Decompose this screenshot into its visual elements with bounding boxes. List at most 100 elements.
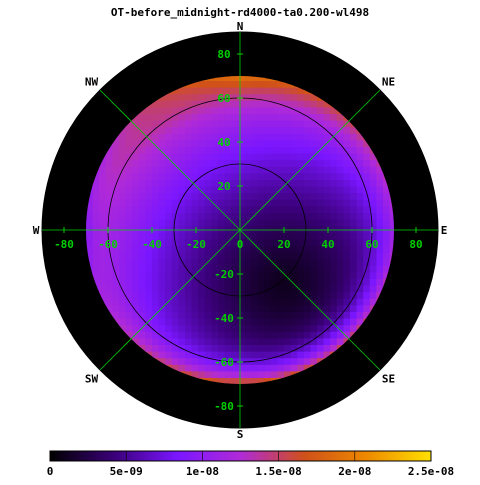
sky-cell [244,100,252,108]
sky-cell [92,225,100,233]
sky-cell [231,318,239,326]
sky-cell [251,100,259,108]
sky-cell [185,172,193,180]
y-tick-label: 40 [217,136,230,149]
sky-cell [211,364,219,372]
sky-cell [389,225,394,233]
sky-cell [310,285,318,293]
sky-cell [317,245,325,253]
sky-cell [158,271,166,279]
sky-cell [211,357,219,365]
sky-cell [323,232,331,240]
sky-cell [119,278,127,286]
sky-cell [251,337,259,345]
sky-cell [383,212,391,220]
sky-cell [310,212,318,220]
y-tick-label: -40 [214,312,234,325]
sky-cell [165,278,173,286]
sky-cell [224,80,232,88]
sky-cell [165,219,173,227]
sky-cell [178,153,186,161]
sky-cell [244,357,252,365]
sky-cell [99,258,107,266]
sky-cell [112,166,120,174]
sky-cell [297,219,305,227]
sky-cell [270,245,278,253]
sky-cell [297,139,305,147]
sky-cell [376,265,384,273]
sky-cell [317,252,325,260]
sky-cell [356,166,364,174]
sky-cell [191,351,199,359]
sky-cell [343,199,351,207]
sky-cell [171,291,179,299]
sky-cell [119,153,127,161]
sky-cell [297,298,305,306]
sky-cell [198,205,206,213]
sky-cell [330,146,338,154]
sky-cell [237,225,245,233]
sky-cell [237,337,245,345]
sky-cell [330,285,338,293]
sky-cell [231,238,239,246]
sky-cell [310,133,318,141]
sky-cell [185,192,193,200]
sky-cell [211,179,219,187]
sky-cell [185,265,193,273]
sky-cell [303,126,311,134]
sky-cell [198,318,206,326]
sky-cell [303,179,311,187]
sky-cell [284,337,292,345]
sky-cell [297,271,305,279]
sky-cell [244,278,252,286]
sky-cell [211,311,219,319]
sky-cell [290,258,298,266]
sky-cell [317,285,325,293]
sky-cell [303,212,311,220]
sky-cell [204,370,212,378]
sky-cell [152,113,160,121]
sky-cell [211,192,219,200]
sky-cell [350,133,358,141]
sky-cell [204,120,212,128]
sky-cell [310,311,318,319]
sky-cell [336,238,344,246]
sky-cell [132,232,140,240]
sky-cell [231,271,239,279]
sky-cell [363,199,371,207]
sky-cell [198,120,206,128]
sky-cell [185,357,193,365]
sky-cell [297,192,305,200]
sky-cell [251,252,259,260]
sky-cell [211,87,219,95]
sky-cell [178,351,186,359]
sky-cell [244,186,252,194]
sky-cell [224,238,232,246]
sky-cell [244,324,252,332]
sky-cell [251,377,259,384]
sky-cell [178,298,186,306]
sky-cell [218,192,226,200]
sky-cell [369,205,377,213]
sky-cell [211,304,219,312]
sky-cell [356,298,364,306]
sky-cell [290,252,298,260]
sky-cell [125,285,133,293]
sky-cell [171,179,179,187]
sky-cell [290,285,298,293]
sky-cell [336,225,344,233]
sky-cell [191,271,199,279]
sky-cell [218,219,226,227]
sky-cell [171,87,179,95]
sky-cell [178,219,186,227]
sky-cell [310,298,318,306]
sky-cell [257,212,265,220]
sky-cell [145,252,153,260]
sky-cell [330,258,338,266]
sky-cell [145,205,153,213]
sky-cell [204,337,212,345]
sky-cell [218,357,226,365]
sky-cell [145,304,153,312]
sky-cell [105,258,113,266]
sky-cell [343,258,351,266]
